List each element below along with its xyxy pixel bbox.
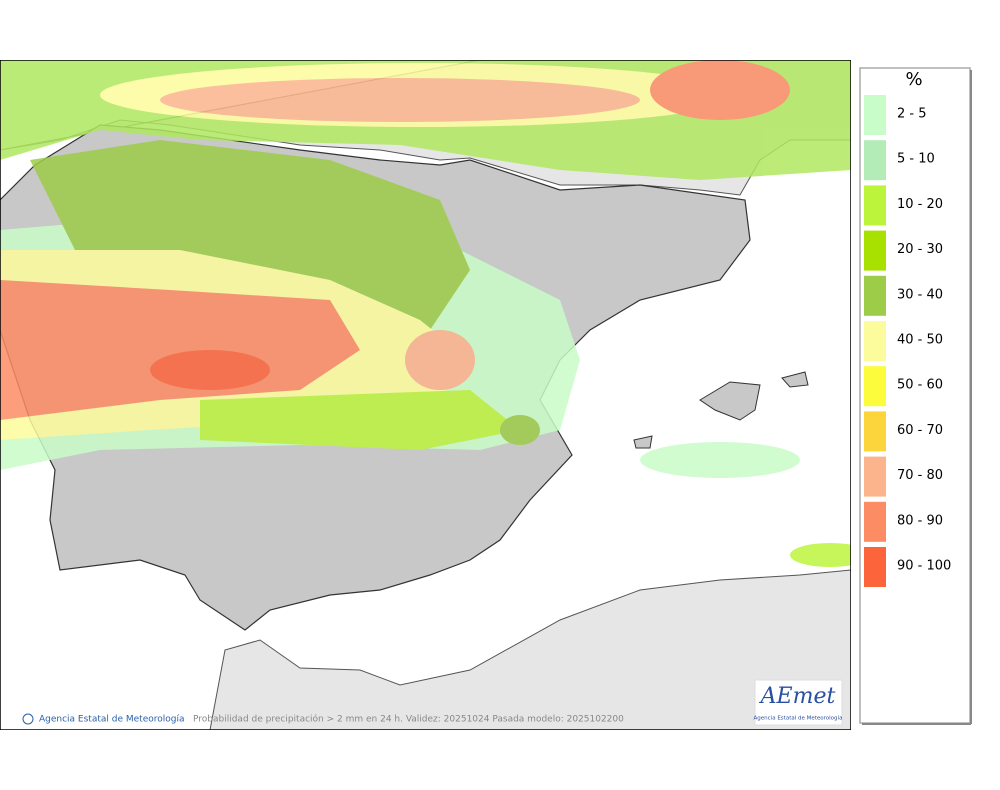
logo-box — [754, 679, 843, 726]
legend-swatch — [864, 456, 886, 497]
legend-label: 50 - 60 — [897, 378, 943, 393]
caption: Probabilidad de precipitación > 2 mm en … — [193, 714, 624, 725]
legend-swatch — [864, 411, 886, 452]
ibiza — [633, 435, 653, 449]
logo-subtitle: Agencia Estatal de Meteorología — [754, 715, 843, 722]
legend-label: 2 - 5 — [897, 107, 927, 122]
legend-label: 20 - 30 — [897, 242, 943, 257]
legend-swatch — [864, 95, 886, 135]
legend-swatch — [864, 275, 886, 316]
legend-swatch — [864, 321, 886, 361]
legend: 2 - 5 5 - 10 10 - 20 20 - 30 30 - 40 40 - 50 5… — [864, 95, 951, 587]
menorca — [781, 371, 809, 388]
logo: AEmet — [759, 684, 836, 709]
legend-label: 90 - 100 — [897, 559, 951, 574]
legend-label: 70 - 80 — [897, 468, 943, 483]
legend-title: % — [905, 69, 922, 90]
map — [0, 60, 851, 730]
legend-label: 40 - 50 — [897, 333, 943, 348]
probability-field — [0, 60, 851, 567]
mallorca — [699, 381, 761, 421]
legend-label: 10 - 20 — [897, 197, 943, 212]
legend-swatch — [864, 185, 886, 226]
legend-swatch — [864, 547, 886, 587]
legend-swatch — [864, 140, 886, 181]
legend-swatch — [864, 501, 886, 542]
africa — [209, 569, 851, 730]
legend-label: 5 - 10 — [897, 152, 935, 167]
legend-label: 80 - 90 — [897, 513, 943, 528]
legend-label: 30 - 40 — [897, 287, 943, 302]
legend-swatch — [864, 366, 886, 407]
legend-swatch — [864, 230, 886, 271]
legend-label: 60 - 70 — [897, 423, 943, 438]
credit: Agencia Estatal de Meteorología — [39, 715, 185, 725]
